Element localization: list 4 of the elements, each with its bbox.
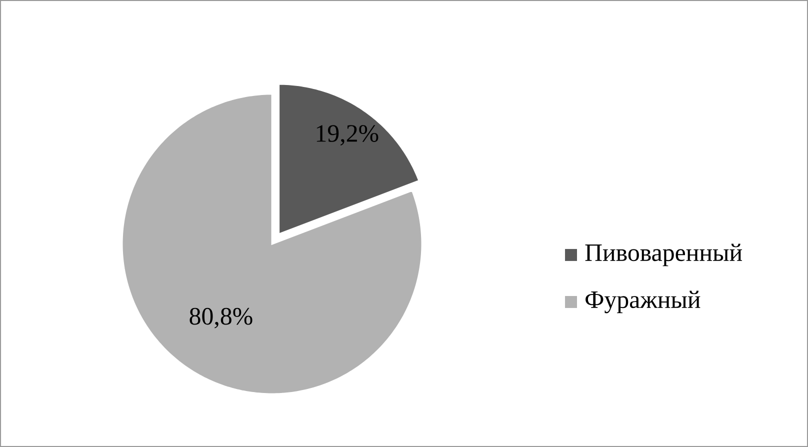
data-label: 80,8% (190, 308, 252, 328)
legend-label: Пивоваренный (585, 244, 742, 266)
data-label: 19,2% (316, 125, 378, 146)
legend-label: Фуражный (586, 290, 700, 314)
